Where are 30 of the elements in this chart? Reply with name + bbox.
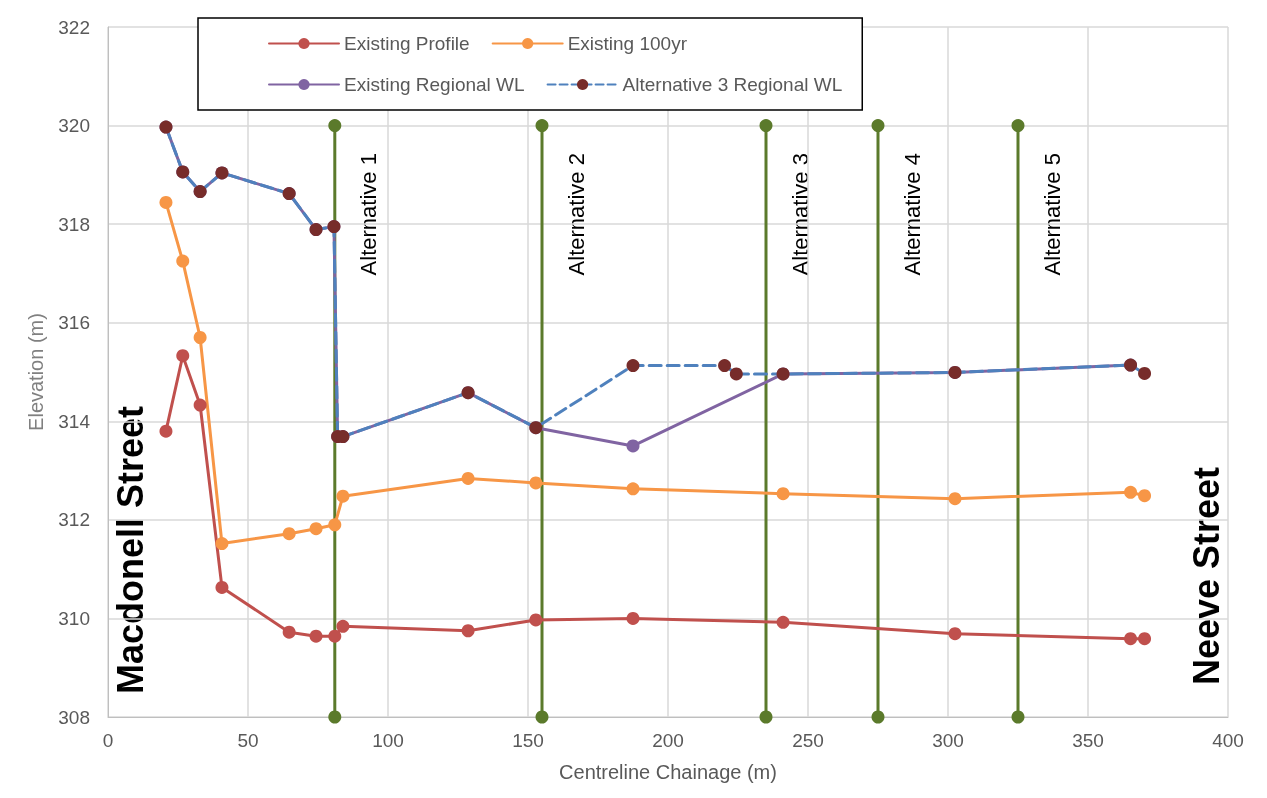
x-tick-label: 300 (932, 730, 964, 751)
legend-label: Existing 100yr (567, 33, 688, 54)
y-tick-label: 316 (58, 312, 90, 334)
annotation: Alternative 3 (787, 153, 813, 276)
x-tick-label: 400 (1212, 730, 1244, 751)
y-tick-label: 318 (58, 213, 90, 235)
y-tick-label: 314 (58, 410, 91, 432)
y-tick-label: 320 (58, 115, 90, 137)
annotation: Alternative 1 (356, 153, 382, 276)
x-axis-title: Centreline Chainage (m) (559, 761, 777, 783)
annotation: Alternative 2 (563, 153, 589, 276)
annotation: Macdonell Street (109, 405, 151, 695)
x-tick-label: 200 (652, 730, 684, 751)
annotation: Alternative 5 (1039, 153, 1065, 276)
x-tick-label: 350 (1072, 730, 1104, 751)
y-axis-title: Elevation (m) (25, 313, 47, 431)
legend-label: Existing Regional WL (344, 74, 525, 95)
y-tick-label: 310 (58, 607, 90, 629)
x-tick-label: 50 (237, 730, 259, 751)
y-tick-label: 308 (58, 706, 90, 728)
y-tick-label: 312 (58, 509, 90, 531)
legend-label: Existing Profile (344, 33, 470, 54)
annotation: Neeve Street (1185, 466, 1227, 686)
y-tick-label: 322 (58, 16, 90, 38)
x-tick-label: 100 (372, 730, 404, 751)
x-tick-label: 150 (512, 730, 544, 751)
x-tick-label: 0 (102, 730, 114, 751)
legend-label: Alternative 3 Regional WL (622, 74, 843, 95)
x-tick-label: 250 (792, 730, 824, 751)
annotation: Alternative 4 (899, 153, 925, 276)
